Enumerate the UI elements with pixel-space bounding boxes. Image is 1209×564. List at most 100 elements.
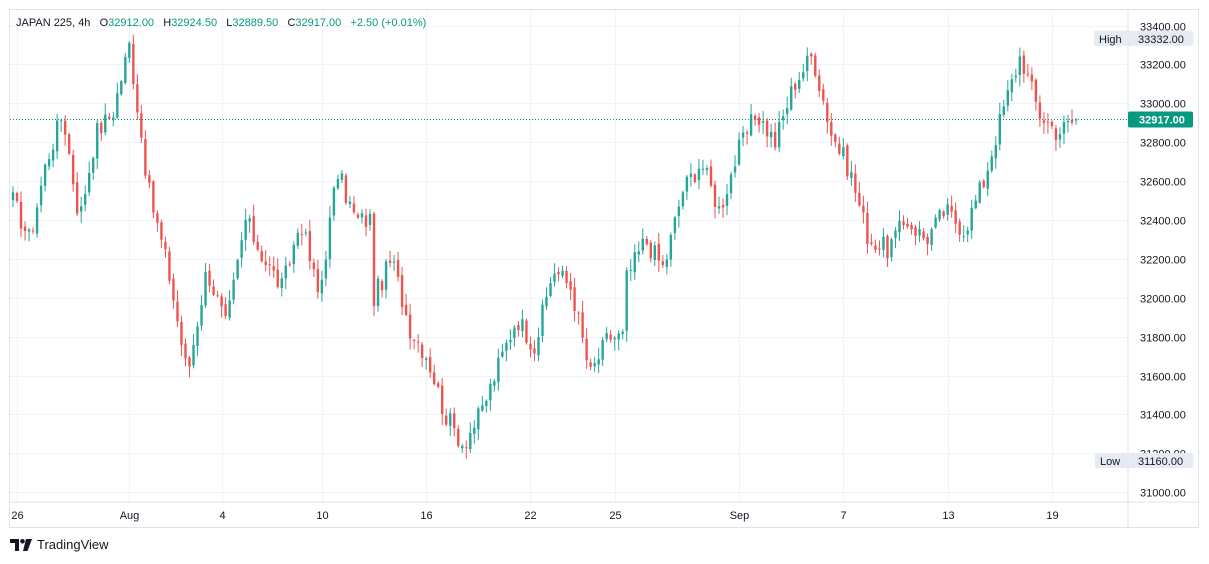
- candle-down: [71, 154, 75, 185]
- candle-up: [1006, 90, 1010, 106]
- price-tick-label: 33400.00: [1140, 22, 1186, 34]
- candle-up: [360, 213, 364, 218]
- candle-up: [196, 326, 199, 346]
- tradingview-branding[interactable]: TradingView: [10, 537, 109, 552]
- candle-up: [785, 108, 789, 114]
- candle-down: [661, 261, 665, 265]
- candle-up: [112, 117, 115, 121]
- candle-up: [232, 279, 235, 300]
- candle-up: [605, 333, 608, 340]
- candle-down: [870, 242, 873, 244]
- price-tick-label: 33200.00: [1140, 60, 1186, 72]
- candle-down: [569, 281, 572, 290]
- chart-legend: JAPAN 225, 4h O32912.00 H32924.50 L32889…: [16, 17, 427, 29]
- candle-down: [874, 245, 877, 250]
- candle-down: [136, 84, 139, 113]
- candle-down: [108, 116, 111, 119]
- candle-down: [573, 287, 576, 311]
- time-tick-label: 22: [524, 510, 536, 522]
- candle-down: [942, 211, 945, 217]
- candle-down: [432, 372, 436, 385]
- candle-up: [501, 351, 504, 357]
- candle-up: [340, 173, 344, 180]
- candle-down: [1042, 120, 1046, 123]
- candle-up: [79, 206, 83, 212]
- candle-down: [922, 231, 925, 239]
- candle-down: [765, 120, 769, 137]
- candle-up: [882, 236, 885, 250]
- legend-high-label: H: [163, 17, 172, 29]
- candle-up: [513, 327, 516, 339]
- candle-up: [284, 265, 287, 279]
- candle-down: [408, 314, 412, 339]
- candle-up: [653, 245, 657, 261]
- candle-down: [657, 243, 661, 261]
- candle-up: [449, 413, 452, 426]
- candle-up: [1058, 134, 1062, 140]
- candle-down: [308, 231, 312, 261]
- candle-down: [31, 230, 35, 232]
- candle-up: [998, 114, 1001, 145]
- candle-down: [168, 251, 171, 281]
- time-tick-label: Aug: [120, 510, 140, 522]
- candle-up: [593, 363, 596, 367]
- candle-up: [204, 271, 207, 306]
- candle-down: [533, 348, 536, 354]
- candle-up: [104, 114, 107, 133]
- last-price-value: 32917.00: [1139, 115, 1185, 127]
- candle-up: [128, 42, 131, 59]
- candle-down: [794, 83, 797, 90]
- candle-up: [621, 331, 624, 334]
- candle-down: [577, 312, 580, 314]
- candle-up: [934, 217, 937, 228]
- candle-down: [810, 53, 813, 57]
- tradingview-logo-icon: [10, 538, 32, 551]
- price-tick-label: 31000.00: [1140, 488, 1186, 500]
- candle-up: [749, 114, 753, 136]
- candle-up: [39, 185, 43, 206]
- legend-change: +2.50 (+0.01%): [350, 17, 427, 29]
- candle-up: [493, 381, 496, 386]
- candle-up: [324, 259, 328, 279]
- candle-up: [200, 304, 203, 326]
- candle-down: [188, 357, 191, 367]
- candle-down: [914, 227, 917, 236]
- candle-down: [954, 210, 957, 224]
- low-value: 31160.00: [1138, 456, 1183, 468]
- candle-up: [553, 273, 556, 283]
- candle-down: [1030, 74, 1034, 82]
- candle-down: [982, 180, 985, 187]
- candle-down: [404, 305, 408, 316]
- candle-down: [557, 272, 560, 275]
- candle-up: [11, 192, 15, 201]
- candle-down: [412, 339, 416, 341]
- legend-open-label: O: [99, 17, 109, 29]
- candle-up: [561, 270, 564, 276]
- candle-up: [96, 123, 99, 159]
- candle-up: [469, 432, 472, 450]
- candle-down: [75, 182, 79, 214]
- price-tick-label: 31600.00: [1140, 372, 1186, 384]
- candle-up: [545, 296, 548, 307]
- candle-up: [244, 219, 247, 240]
- candle-up: [789, 86, 793, 110]
- price-tick-label: 31400.00: [1140, 410, 1186, 422]
- candle-up: [994, 145, 997, 159]
- legend-high: 32924.50: [171, 17, 218, 29]
- candle-up: [384, 261, 388, 290]
- candle-up: [485, 400, 488, 407]
- candle-up: [88, 173, 91, 193]
- candle-up: [59, 120, 63, 122]
- legend-open: 32912.00: [108, 17, 155, 29]
- candle-up: [84, 194, 87, 205]
- candle-up: [733, 166, 737, 173]
- candle-up: [677, 206, 681, 217]
- candle-up: [894, 230, 897, 239]
- low-label: Low: [1100, 456, 1120, 468]
- candle-down: [316, 268, 320, 293]
- candle-up: [376, 278, 380, 307]
- candle-up: [549, 283, 552, 296]
- candle-down: [866, 212, 869, 245]
- candle-up: [541, 304, 544, 336]
